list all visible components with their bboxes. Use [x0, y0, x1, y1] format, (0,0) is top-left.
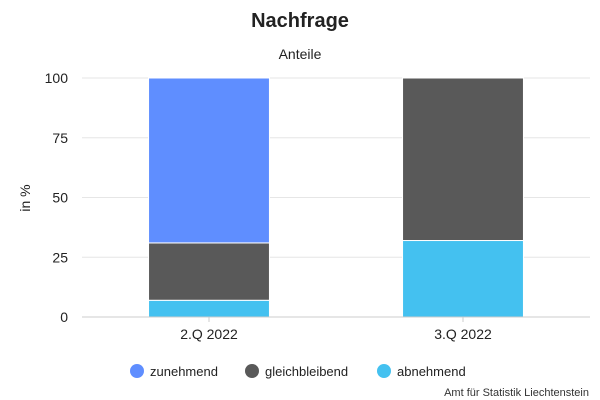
chart-subtitle: Anteile: [279, 46, 322, 62]
legend-item-abnehmend[interactable]: abnehmend: [377, 364, 466, 379]
legend-label: abnehmend: [397, 364, 466, 379]
legend-item-zunehmend[interactable]: zunehmend: [130, 364, 218, 379]
x-tick-label: 3.Q 2022: [434, 326, 492, 342]
y-tick-label: 100: [45, 70, 69, 86]
bar-segment-abnehmend[interactable]: [148, 299, 270, 318]
y-tick-label: 0: [60, 309, 68, 325]
y-tick-label: 50: [52, 190, 68, 206]
chart-title: Nachfrage: [251, 10, 349, 32]
legend-label: gleichbleibend: [265, 364, 348, 379]
legend[interactable]: zunehmend gleichbleibend abnehmend: [130, 364, 466, 379]
bars: [148, 77, 524, 318]
y-axis-ticks: 0 25 50 75 100: [45, 70, 69, 325]
y-axis-label: in %: [17, 184, 33, 211]
bar-segment-abnehmend[interactable]: [402, 240, 524, 318]
legend-marker: [130, 364, 144, 378]
legend-item-gleichbleibend[interactable]: gleichbleibend: [245, 364, 348, 379]
bar-segment-zunehmend[interactable]: [148, 77, 270, 244]
x-tick-label: 2.Q 2022: [180, 326, 238, 342]
legend-marker: [377, 364, 391, 378]
bar-segment-gleichbleibend[interactable]: [402, 77, 524, 242]
y-tick-label: 25: [52, 249, 68, 265]
credit-text: Amt für Statistik Liechtenstein: [444, 387, 589, 399]
x-axis-ticks: 2.Q 2022 3.Q 2022: [180, 317, 492, 342]
legend-label: zunehmend: [150, 364, 218, 379]
legend-marker: [245, 364, 259, 378]
y-tick-label: 75: [52, 130, 68, 146]
bar-segment-gleichbleibend[interactable]: [148, 242, 270, 301]
